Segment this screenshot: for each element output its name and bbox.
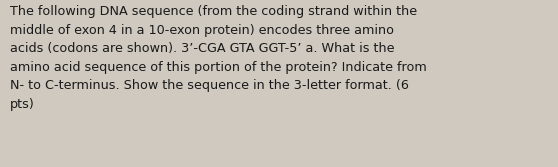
Text: The following DNA sequence (from the coding strand within the
middle of exon 4 i: The following DNA sequence (from the cod… — [10, 5, 427, 111]
